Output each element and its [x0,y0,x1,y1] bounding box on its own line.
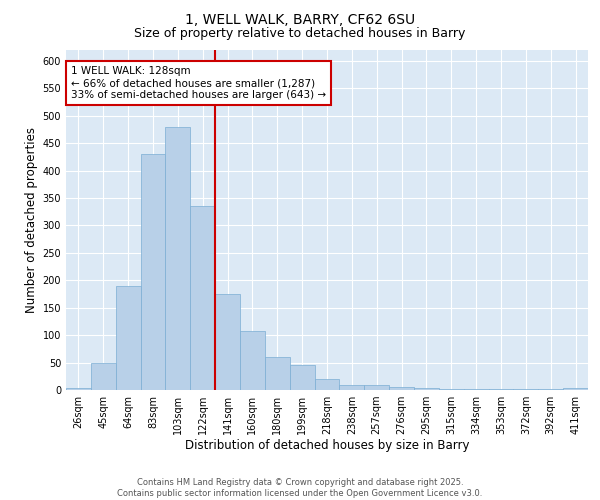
Bar [265,357,290,390]
Bar [488,389,514,390]
Text: Size of property relative to detached houses in Barry: Size of property relative to detached ho… [134,28,466,40]
Y-axis label: Number of detached properties: Number of detached properties [25,127,38,313]
Bar [91,362,116,390]
Bar [116,286,140,390]
Bar [66,388,91,390]
Bar [314,379,340,390]
Text: 1, WELL WALK, BARRY, CF62 6SU: 1, WELL WALK, BARRY, CF62 6SU [185,12,415,26]
Bar [140,154,166,390]
Bar [414,388,439,390]
Bar [190,206,215,390]
Text: 1 WELL WALK: 128sqm
← 66% of detached houses are smaller (1,287)
33% of semi-det: 1 WELL WALK: 128sqm ← 66% of detached ho… [71,66,326,100]
Bar [389,388,414,390]
Bar [439,389,464,390]
Bar [340,384,364,390]
Bar [290,366,314,390]
X-axis label: Distribution of detached houses by size in Barry: Distribution of detached houses by size … [185,438,469,452]
Bar [215,294,240,390]
Bar [166,127,190,390]
Bar [364,384,389,390]
Text: Contains HM Land Registry data © Crown copyright and database right 2025.
Contai: Contains HM Land Registry data © Crown c… [118,478,482,498]
Bar [240,331,265,390]
Bar [563,388,588,390]
